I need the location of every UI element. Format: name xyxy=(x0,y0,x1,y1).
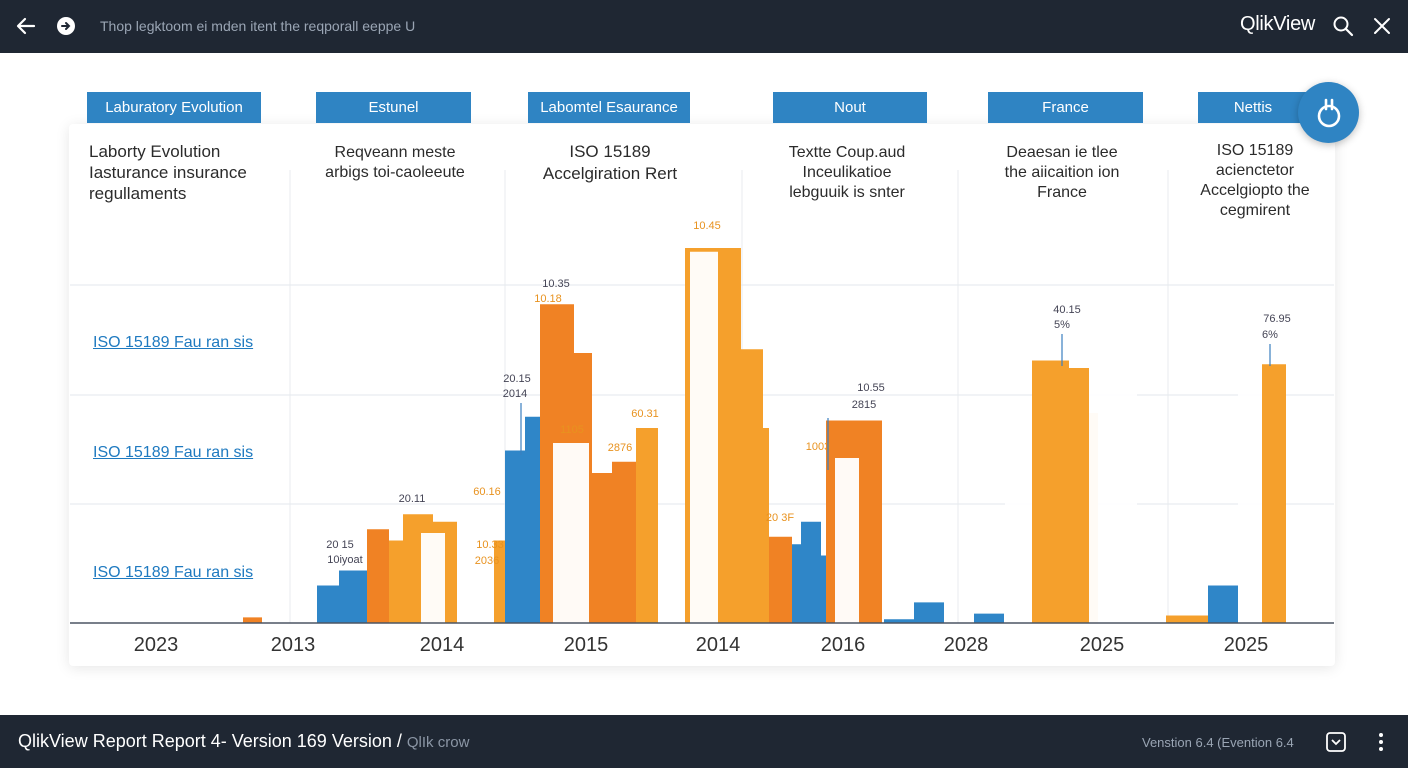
search-button[interactable] xyxy=(1329,12,1357,40)
bar-24[interactable] xyxy=(914,602,944,623)
more-vertical-icon xyxy=(1379,733,1383,751)
bar-7[interactable] xyxy=(494,540,505,624)
column-header-3: ISO 15189 Accelgiration Rert xyxy=(520,141,700,185)
bar-19[interactable] xyxy=(792,544,801,623)
close-icon xyxy=(1374,18,1390,34)
column-header-text: Laborty Evolution Iasturance insurance r… xyxy=(89,142,247,203)
bar-18[interactable] xyxy=(769,536,792,623)
bar-28[interactable] xyxy=(1089,413,1098,623)
arrow-left-icon xyxy=(16,17,36,35)
search-icon xyxy=(1333,16,1354,37)
column-header-text: Reqveann meste arbigs toi-caoleeute xyxy=(325,144,465,181)
column-header-6: ISO 15189 acienctetor Accelgiopto the ce… xyxy=(1180,141,1330,221)
column-header-2: Reqveann meste arbigs toi-caoleeute xyxy=(300,143,490,183)
bar-0[interactable] xyxy=(243,617,262,623)
tab-estunel[interactable]: Estunel xyxy=(316,92,471,123)
breadcrumb: Thop legktoom ei mden itent the reqporal… xyxy=(100,18,416,34)
tab-laboratory-evolution[interactable]: Laburatory Evolution xyxy=(87,92,261,123)
bar-13[interactable] xyxy=(612,461,636,623)
circle-arrow-icon xyxy=(57,17,75,35)
bar-5[interactable] xyxy=(403,514,433,623)
bar-16[interactable] xyxy=(741,349,763,623)
bar-6[interactable] xyxy=(433,521,457,623)
bar-11[interactable] xyxy=(574,353,592,623)
app-window-icon xyxy=(1326,732,1346,752)
column-header-4: Textte Coup.aud Inceulikatioe lebguuik i… xyxy=(752,143,942,203)
report-title-text: QlikView Report Report 4- Version 169 Ve… xyxy=(18,731,402,751)
back-button[interactable] xyxy=(12,12,40,40)
bar-8[interactable] xyxy=(505,450,525,624)
tab-labomtel-esaurance[interactable]: Labomtel Esaurance xyxy=(528,92,690,123)
bar-3[interactable] xyxy=(367,529,389,623)
bar-9[interactable] xyxy=(525,416,540,623)
export-button[interactable] xyxy=(1298,82,1359,143)
bar-26[interactable] xyxy=(1032,360,1069,624)
bar-20[interactable] xyxy=(801,521,821,623)
ring-handle-icon xyxy=(1317,98,1340,127)
tab-nout[interactable]: Nout xyxy=(773,92,927,123)
bar-17[interactable] xyxy=(763,428,769,623)
side-link-iso-2[interactable]: ISO 15189 Fau ran sis xyxy=(93,444,254,461)
bar-2[interactable] xyxy=(339,570,367,624)
bar-15[interactable] xyxy=(685,248,741,623)
bottom-bar: QlikView Report Report 4- Version 169 Ve… xyxy=(0,715,1408,768)
bar-14[interactable] xyxy=(636,428,658,623)
bar-30[interactable] xyxy=(1208,585,1238,624)
bar-22[interactable] xyxy=(826,420,882,624)
column-header-text: Textte Coup.aud Inceulikatioe lebguuik i… xyxy=(788,144,906,201)
tab-nettis[interactable]: Nettis xyxy=(1198,92,1308,123)
bar-25[interactable] xyxy=(974,613,1004,623)
report-subtitle: QlIk crow xyxy=(406,734,470,751)
nav-button[interactable] xyxy=(52,12,80,40)
close-button[interactable] xyxy=(1368,12,1396,40)
bar-23[interactable] xyxy=(884,619,914,623)
side-link-iso-1[interactable]: ISO 15189 Fau ran sis xyxy=(93,334,254,351)
bar-29[interactable] xyxy=(1166,615,1208,624)
column-header-text: ISO 15189 acienctetor Accelgiopto the ce… xyxy=(1200,142,1310,219)
bar-10[interactable] xyxy=(540,304,574,623)
top-bar: Thop legktoom ei mden itent the reqporal… xyxy=(0,0,1408,53)
bar-4[interactable] xyxy=(389,540,403,624)
bar-1[interactable] xyxy=(317,585,339,624)
tab-france[interactable]: France xyxy=(988,92,1143,123)
bar-27[interactable] xyxy=(1069,368,1089,623)
column-header-5: Deaesan ie tlee the aiicaition ion Franc… xyxy=(968,143,1156,203)
report-title: QlikView Report Report 4- Version 169 Ve… xyxy=(18,731,469,752)
column-header-text: ISO 15189 Accelgiration Rert xyxy=(542,142,678,183)
bar-31[interactable] xyxy=(1262,364,1286,623)
version-label: Venstion 6.4 (Evention 6.4 xyxy=(1142,735,1294,750)
more-button[interactable] xyxy=(1367,728,1395,756)
side-link-iso-3[interactable]: ISO 15189 Fau ran sis xyxy=(93,564,254,581)
column-header-1: Laborty Evolution Iasturance insurance r… xyxy=(89,141,284,204)
brand-logo: QlikView xyxy=(1240,13,1316,35)
column-header-text: Deaesan ie tlee the aiicaition ion Franc… xyxy=(1004,144,1120,201)
bar-12[interactable] xyxy=(592,473,612,623)
app-window-button[interactable] xyxy=(1322,728,1350,756)
